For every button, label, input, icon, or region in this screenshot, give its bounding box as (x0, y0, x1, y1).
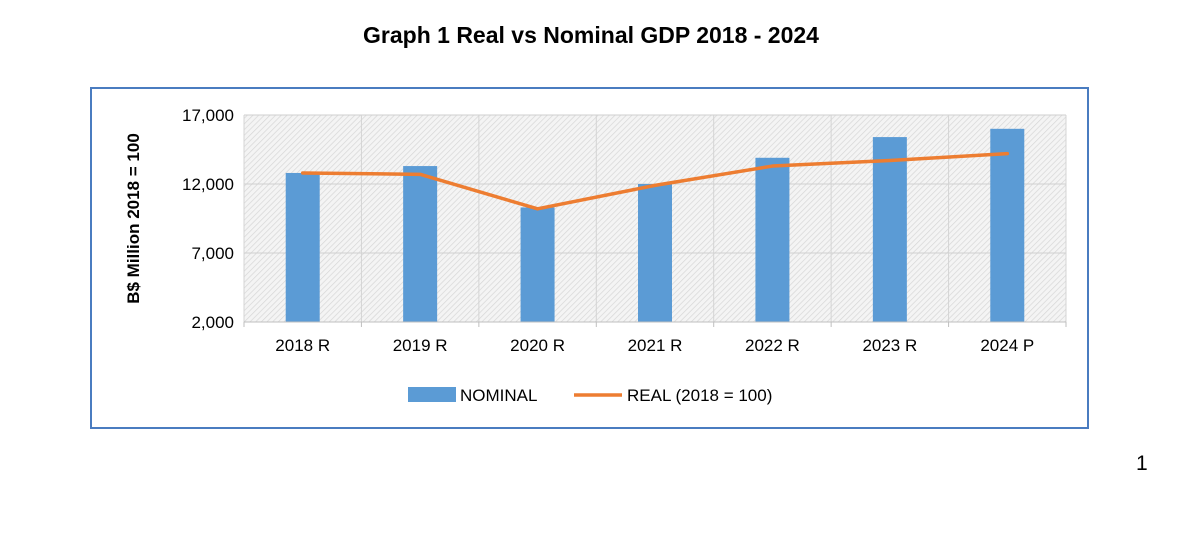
x-tick-label: 2018 R (275, 336, 330, 355)
nominal-bar (403, 166, 438, 322)
legend-label-nominal: NOMINAL (460, 386, 537, 405)
x-tick-label: 2023 R (862, 336, 917, 355)
page-number: 1 (1136, 452, 1148, 475)
y-tick-label: 7,000 (191, 244, 234, 263)
y-tick-label: 2,000 (191, 313, 234, 332)
nominal-bar (872, 137, 907, 322)
x-tick-label: 2021 R (628, 336, 683, 355)
x-tick-label: 2020 R (510, 336, 565, 355)
chart-svg: 2,000 7,000 12,000 17,000 2018 R 2019 R 2020 R… (124, 106, 1067, 405)
y-tick-label: 12,000 (182, 175, 234, 194)
legend-label-real: REAL (2018 = 100) (627, 386, 772, 405)
nominal-bars (285, 128, 1025, 322)
real-line-layer (300, 151, 1010, 211)
x-tick-label: 2022 R (745, 336, 800, 355)
x-tick-label: 2019 R (393, 336, 448, 355)
nominal-bar (638, 184, 672, 322)
legend: NOMINAL REAL (2018 = 100) (408, 386, 772, 405)
y-axis-title: B$ Million 2018 = 100 (124, 133, 143, 304)
nominal-bar (990, 128, 1025, 322)
x-tick-label: 2024 P (980, 336, 1034, 355)
nominal-bar (285, 172, 320, 322)
legend-swatch-nominal (408, 387, 456, 402)
axes: 2,000 7,000 12,000 17,000 2018 R 2019 R 2020 R… (124, 106, 1067, 355)
nominal-bar (520, 207, 555, 322)
chart-frame: 2,000 7,000 12,000 17,000 2018 R 2019 R 2020 R… (90, 87, 1089, 429)
chart-title: Graph 1 Real vs Nominal GDP 2018 - 2024 (363, 22, 819, 48)
nominal-bar (755, 157, 790, 322)
y-tick-label: 17,000 (182, 106, 234, 125)
